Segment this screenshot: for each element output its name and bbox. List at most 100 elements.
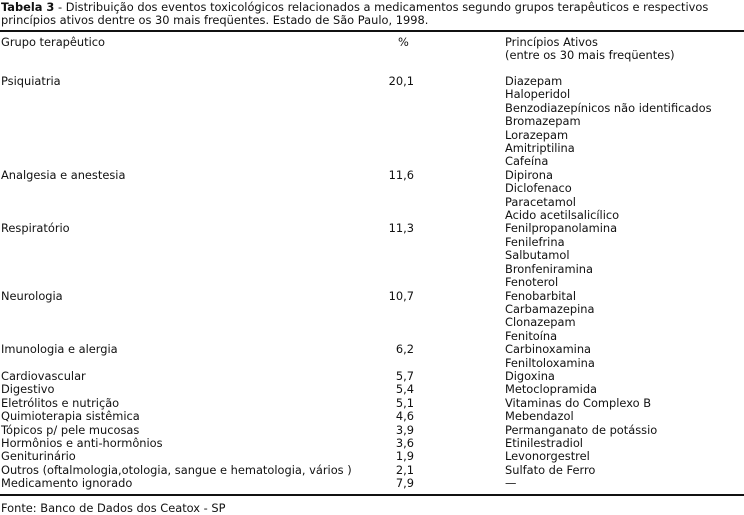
active-ingredient: Carbinoxamina: [505, 342, 592, 357]
table-caption-text: - Distribuição dos eventos toxicológicos…: [1, 0, 709, 28]
table-row: Digestivo 5,4 Metoclopramida: [0, 382, 744, 397]
row-actives: Dipirona Diclofenaco Paracetamol Acido acet…: [505, 167, 744, 223]
row-percent: 7,9: [395, 476, 414, 491]
active-ingredient: Clonazepam: [505, 315, 576, 330]
active-ingredient: Carbamazepina: [505, 301, 595, 316]
active-ingredient: Benzodiazepínicos não identificados: [505, 100, 712, 115]
row-percent: 5,4: [395, 382, 414, 397]
active-ingredient: Bronfeniramina: [505, 261, 593, 276]
table-caption: Tabela 3 - Distribuição dos eventos toxi…: [1, 0, 743, 28]
row-group: Geniturinário: [1, 449, 76, 464]
active-ingredient: Cafeína: [505, 154, 549, 169]
row-percent: 5,1: [395, 395, 414, 410]
table-source: Fonte: Banco de Dados dos Ceatox - SP: [1, 501, 226, 515]
bottom-rule: [0, 494, 744, 496]
table-row: Analgesia e anestesia 11,6 Dipirona Diclofe…: [0, 167, 744, 223]
table-row: Cardiovascular 5,7 Digoxina: [0, 368, 744, 383]
active-ingredient: Fenitoína: [505, 328, 558, 343]
active-ingredient: Paracetamol: [505, 194, 576, 209]
row-actives: Levonorgestrel: [505, 449, 744, 464]
active-ingredient: Metoclopramida: [505, 382, 598, 397]
row-percent: 6,2: [395, 342, 414, 357]
table-body: Psiquiatria 20,1 Diazepam Haloperidol Benzod…: [0, 74, 744, 491]
table-row: Outros (oftalmologia,otologia, sangue e …: [0, 462, 744, 477]
active-ingredient: Amitriptilina: [505, 141, 575, 156]
row-percent: 4,6: [395, 409, 414, 424]
row-percent: 11,6: [388, 167, 414, 182]
active-ingredient: Haloperidol: [505, 87, 571, 102]
active-ingredient: Permanganato de potássio: [505, 422, 658, 437]
row-percent: 1,9: [395, 449, 414, 464]
row-group: Eletrólitos e nutrição: [1, 395, 120, 410]
row-group: Analgesia e anestesia: [1, 167, 126, 182]
active-ingredient: Bromazepam: [505, 114, 581, 129]
row-group: Digestivo: [1, 382, 55, 397]
row-actives: Diazepam Haloperidol Benzodiazepínicos não…: [505, 74, 744, 169]
table-row: Eletrólitos e nutrição 5,1 Vitaminas do Co…: [0, 395, 744, 410]
active-ingredient: Dipirona: [505, 167, 553, 182]
table-label: Tabela 3: [1, 0, 55, 14]
row-group: Imunologia e alergia: [1, 342, 118, 357]
active-ingredient: Diazepam: [505, 74, 563, 88]
top-rule: [0, 30, 744, 32]
row-group: Neurologia: [1, 288, 63, 303]
row-group: Respiratório: [1, 221, 70, 236]
row-percent: 2,1: [395, 462, 414, 477]
header-actives-title: Princípios Ativos: [505, 35, 598, 49]
row-actives: Metoclopramida: [505, 382, 744, 397]
table-row: Neurologia 10,7 Fenobarbital Carbamazepina C…: [0, 288, 744, 344]
active-ingredient: Digoxina: [505, 368, 555, 383]
active-ingredient: Diclofenaco: [505, 181, 572, 196]
row-group: Hormônios e anti-hormônios: [1, 435, 163, 450]
row-actives: Digoxina: [505, 368, 744, 383]
row-percent: 5,7: [395, 368, 414, 383]
row-actives: Fenilpropanolamina Fenilefrina Salbutamol B…: [505, 222, 744, 289]
row-group: Cardiovascular: [1, 368, 86, 383]
active-ingredient: Levonorgestrel: [505, 449, 590, 464]
active-ingredient: —: [505, 476, 517, 491]
active-ingredient: Fenoterol: [505, 275, 559, 290]
row-percent: 20,1: [388, 74, 414, 88]
row-group: Tópicos p/ pele mucosas: [1, 422, 140, 437]
active-ingredient: Mebendazol: [505, 409, 574, 424]
active-ingredient: Feniltoloxamina: [505, 355, 595, 370]
table-row: Imunologia e alergia 6,2 Carbinoxamina Feni…: [0, 342, 744, 370]
active-ingredient: Salbutamol: [505, 248, 570, 263]
row-group: Psiquiatria: [1, 74, 61, 88]
row-group: Quimioterapia sistêmica: [1, 409, 140, 424]
active-ingredient: Fenilefrina: [505, 234, 565, 249]
active-ingredient: Acido acetilsalicílico: [505, 208, 620, 223]
active-ingredient: Vitaminas do Complexo B: [505, 395, 652, 410]
row-actives: Sulfato de Ferro: [505, 462, 744, 477]
table-row: Hormônios e anti-hormônios 3,6 Etinilestra…: [0, 435, 744, 450]
row-percent: 3,6: [395, 435, 414, 450]
row-percent: 3,9: [395, 422, 414, 437]
table-row: Psiquiatria 20,1 Diazepam Haloperidol Benzod…: [0, 74, 744, 169]
row-actives: Carbinoxamina Feniltoloxamina: [505, 342, 744, 370]
active-ingredient: Fenobarbital: [505, 288, 577, 303]
row-actives: Vitaminas do Complexo B: [505, 395, 744, 410]
active-ingredient: Sulfato de Ferro: [505, 462, 596, 477]
row-actives: Fenobarbital Carbamazepina Clonazepam Fenit…: [505, 288, 744, 344]
row-actives: —: [505, 476, 744, 491]
header-actives: Princípios Ativos (entre os 30 mais freq…: [505, 35, 675, 63]
active-ingredient: Fenilpropanolamina: [505, 221, 618, 236]
header-group: Grupo terapêutico: [1, 35, 106, 49]
table-row: Tópicos p/ pele mucosas 3,9 Permanganato d…: [0, 422, 744, 437]
row-percent: 10,7: [388, 288, 414, 303]
active-ingredient: Etinilestradiol: [505, 435, 583, 450]
row-group: Medicamento ignorado: [1, 476, 133, 491]
header-percent: %: [398, 35, 409, 49]
header-actives-subtitle: (entre os 30 mais freqüentes): [505, 48, 675, 63]
table-row: Geniturinário 1,9 Levonorgestrel: [0, 449, 744, 464]
row-actives: Permanganato de potássio: [505, 422, 744, 437]
row-actives: Mebendazol: [505, 409, 744, 424]
row-group: Outros (oftalmologia,otologia, sangue e …: [1, 462, 352, 477]
table-row: Medicamento ignorado 7,9 —: [0, 476, 744, 491]
table-row: Quimioterapia sistêmica 4,6 Mebendazol: [0, 409, 744, 424]
row-percent: 11,3: [388, 221, 414, 236]
table-row: Respiratório 11,3 Fenilpropanolamina Fenile…: [0, 222, 744, 289]
active-ingredient: Lorazepam: [505, 127, 569, 142]
row-actives: Etinilestradiol: [505, 435, 744, 450]
